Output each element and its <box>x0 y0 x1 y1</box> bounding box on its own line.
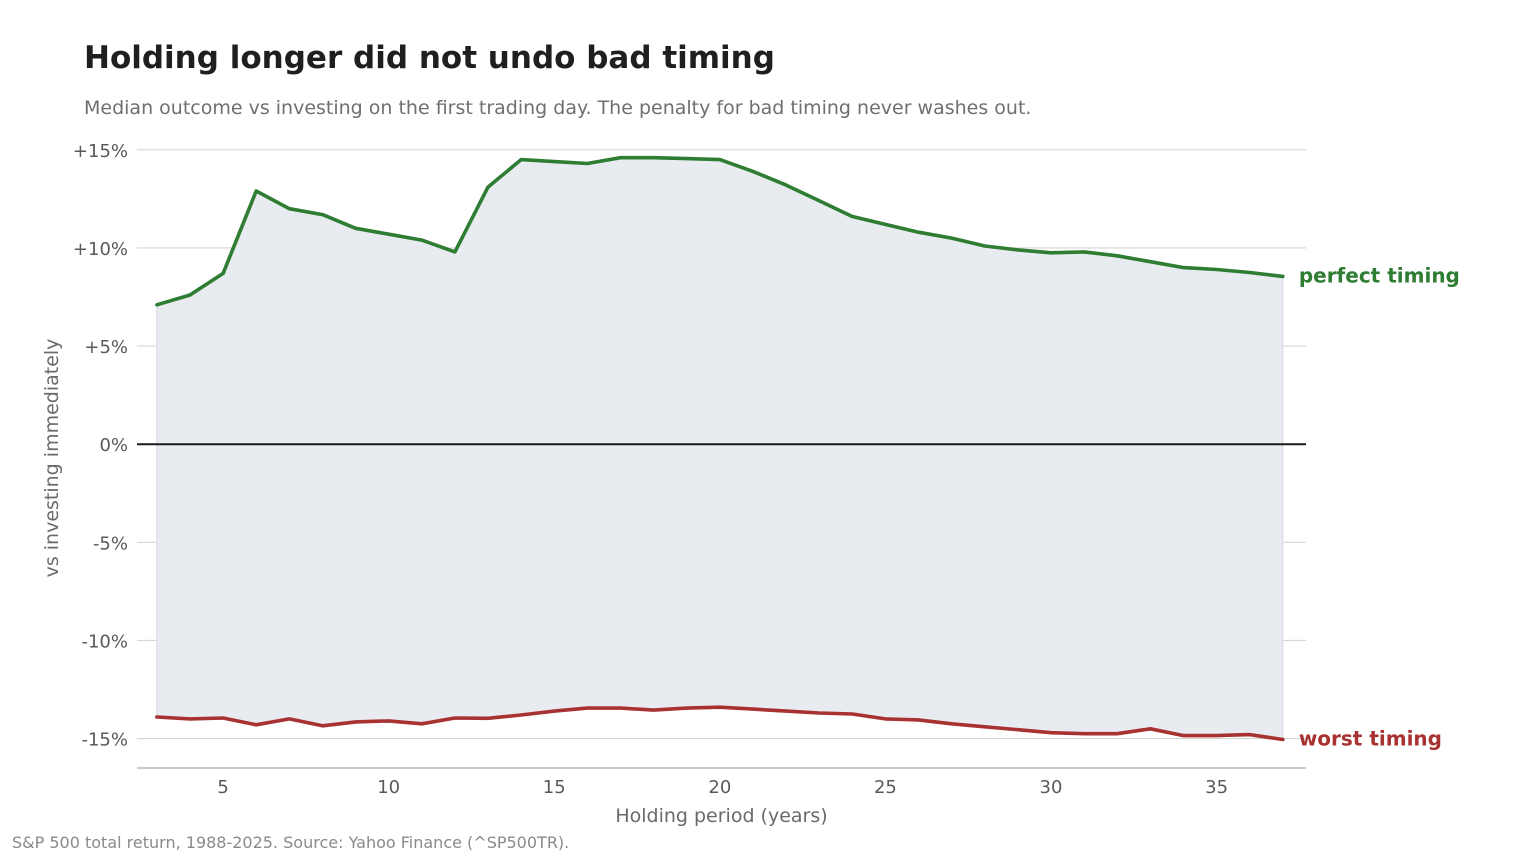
x-tick-label: 5 <box>217 777 228 798</box>
source-note: S&P 500 total return, 1988-2025. Source:… <box>12 833 570 852</box>
y-axis-title: vs investing immediately <box>41 339 63 578</box>
x-tick-label: 15 <box>543 777 566 798</box>
y-tick-label: -5% <box>93 533 128 554</box>
y-tick-label: +5% <box>84 337 128 358</box>
x-tick-label: 30 <box>1040 777 1063 798</box>
x-tick-label: 10 <box>377 777 400 798</box>
series-label-worst: worst timing <box>1299 727 1442 751</box>
y-tick-label: -15% <box>81 730 128 751</box>
y-tick-label: -10% <box>81 631 128 652</box>
x-tick-label: 35 <box>1205 777 1228 798</box>
chart-subtitle: Median outcome vs investing on the first… <box>84 97 1032 119</box>
tick-labels: +15% +10% +5% 0% -5% -10% -15% perfect timing wo… <box>73 141 1460 798</box>
x-tick-label: 20 <box>708 777 731 798</box>
series-line-worst <box>155 705 1285 742</box>
y-tick-label: +10% <box>73 239 128 260</box>
series-line-perfect <box>155 155 1285 307</box>
x-tick-label: 25 <box>874 777 897 798</box>
series-label-perfect: perfect timing <box>1299 263 1460 287</box>
series-lines <box>155 155 1285 742</box>
y-tick-label: +15% <box>73 141 128 162</box>
y-tick-label: 0% <box>99 435 128 456</box>
shaded-band <box>156 157 1284 741</box>
chart-title: Holding longer did not undo bad timing <box>84 40 775 76</box>
x-axis-title: Holding period (years) <box>615 805 827 827</box>
band-area <box>156 157 1284 741</box>
